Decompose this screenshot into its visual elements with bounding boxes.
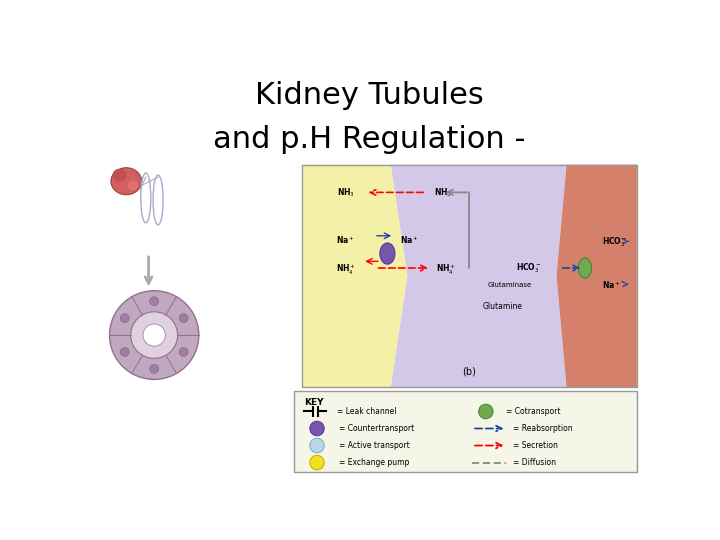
Ellipse shape bbox=[127, 180, 138, 191]
FancyBboxPatch shape bbox=[294, 391, 637, 472]
Text: = Reabsorption: = Reabsorption bbox=[513, 424, 573, 433]
Text: (b): (b) bbox=[462, 367, 477, 376]
Text: = Countertransport: = Countertransport bbox=[339, 424, 415, 433]
Ellipse shape bbox=[479, 404, 493, 419]
Text: Glutamine: Glutamine bbox=[483, 302, 523, 312]
Circle shape bbox=[109, 291, 199, 380]
Text: = Active transport: = Active transport bbox=[339, 441, 410, 450]
Circle shape bbox=[120, 314, 129, 322]
Ellipse shape bbox=[310, 455, 324, 470]
Circle shape bbox=[179, 314, 188, 322]
Text: HCO$_3^-$: HCO$_3^-$ bbox=[602, 235, 627, 249]
Text: and p.H Regulation -: and p.H Regulation - bbox=[212, 125, 526, 154]
Ellipse shape bbox=[380, 243, 395, 264]
Text: HCO$_3^-$: HCO$_3^-$ bbox=[516, 261, 542, 275]
Circle shape bbox=[150, 364, 158, 373]
Ellipse shape bbox=[310, 421, 324, 436]
Text: = Secretion: = Secretion bbox=[513, 441, 558, 450]
Text: = Leak channel: = Leak channel bbox=[336, 407, 396, 416]
Polygon shape bbox=[302, 165, 408, 387]
Text: = Exchange pump: = Exchange pump bbox=[339, 458, 410, 467]
Ellipse shape bbox=[112, 168, 127, 181]
Text: NH$_4^+$: NH$_4^+$ bbox=[336, 263, 356, 278]
Polygon shape bbox=[391, 165, 567, 387]
Ellipse shape bbox=[578, 258, 592, 278]
Ellipse shape bbox=[111, 168, 142, 195]
Polygon shape bbox=[557, 165, 637, 387]
Ellipse shape bbox=[310, 438, 324, 453]
Text: Na$^+$: Na$^+$ bbox=[602, 279, 621, 291]
Text: KEY: KEY bbox=[304, 397, 323, 407]
Text: Na$^+$: Na$^+$ bbox=[336, 234, 355, 246]
Text: = Diffusion: = Diffusion bbox=[513, 458, 557, 467]
Circle shape bbox=[143, 324, 166, 346]
Text: NH$_3$: NH$_3$ bbox=[337, 186, 354, 199]
Text: Kidney Tubules: Kidney Tubules bbox=[255, 82, 483, 111]
Circle shape bbox=[120, 348, 129, 356]
Circle shape bbox=[131, 312, 178, 359]
Text: NH$_4^+$: NH$_4^+$ bbox=[436, 263, 456, 278]
Text: NH$_3$: NH$_3$ bbox=[434, 186, 451, 199]
Circle shape bbox=[150, 297, 158, 306]
Text: Na$^+$: Na$^+$ bbox=[400, 234, 418, 246]
Circle shape bbox=[179, 348, 188, 356]
Text: Glutaminase: Glutaminase bbox=[487, 282, 532, 288]
Text: = Cotransport: = Cotransport bbox=[506, 407, 561, 416]
